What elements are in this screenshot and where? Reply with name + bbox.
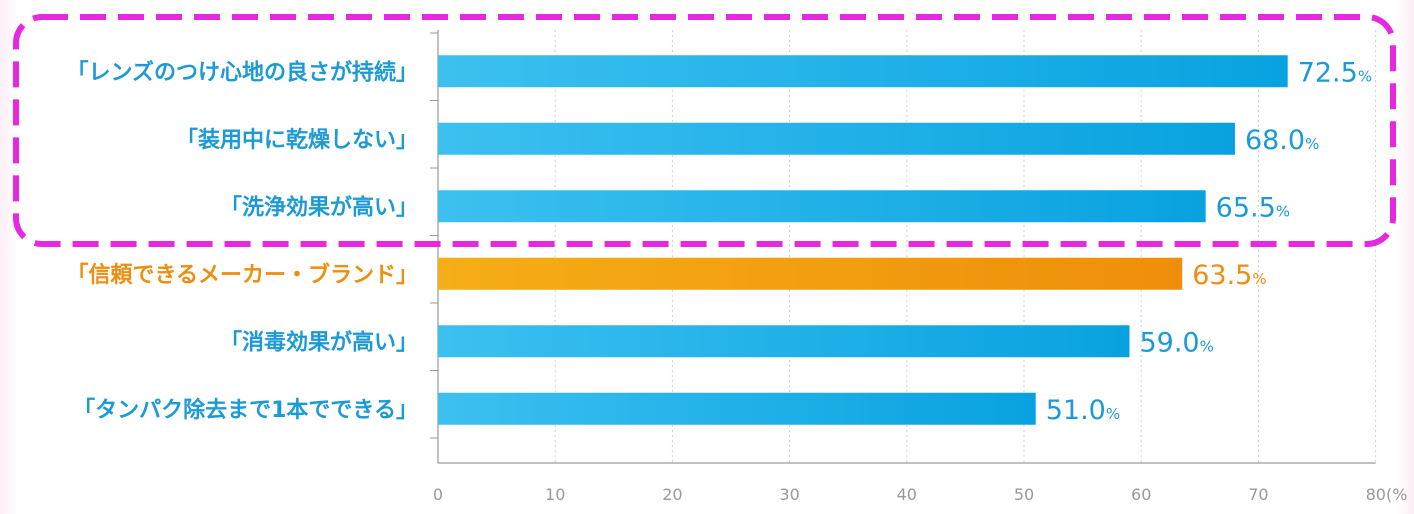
- value-label: 65.5%: [1216, 192, 1290, 223]
- x-tick-label: 40: [897, 485, 917, 504]
- x-tick-labels: 0 10 20 30 40 50 60 70 80(%: [433, 485, 1408, 504]
- bar: [438, 257, 1183, 290]
- value-label: 68.0%: [1245, 125, 1319, 156]
- category-label: 「装用中に乾燥しない」: [176, 127, 418, 153]
- bar: [438, 55, 1288, 88]
- category-labels: 「レンズのつけ心地の良さが持続」「装用中に乾燥しない」「洗浄効果が高い」「信頼で…: [66, 59, 418, 423]
- value-label: 63.5%: [1192, 260, 1266, 291]
- category-label: 「洗浄効果が高い」: [220, 194, 418, 220]
- bar: [438, 325, 1130, 358]
- value-label: 59.0%: [1139, 327, 1213, 358]
- x-tick-label: 30: [779, 485, 799, 504]
- highlight-annotation-box: [13, 14, 1396, 247]
- value-label: 51.0%: [1046, 395, 1120, 426]
- bar: [438, 190, 1206, 223]
- category-label: 「タンパク除去まで1本でできる」: [73, 397, 418, 423]
- value-label: 72.5%: [1298, 57, 1372, 88]
- bar: [438, 392, 1036, 425]
- value-labels: 72.5% 68.0% 65.5% 63.5% 59.0% 51.0%: [1046, 57, 1372, 426]
- bar: [438, 122, 1235, 155]
- x-tick-label: 70: [1248, 485, 1268, 504]
- bars: [438, 55, 1288, 425]
- category-label: 「信頼できるメーカー・ブランド」: [66, 262, 418, 288]
- x-tick-label: 50: [1014, 485, 1034, 504]
- x-tick-label: 80(%: [1366, 485, 1408, 504]
- category-label: 「レンズのつけ心地の良さが持続」: [66, 59, 418, 85]
- x-tick-label: 20: [662, 485, 682, 504]
- x-tick-label: 60: [1131, 485, 1151, 504]
- category-label: 「消毒効果が高い」: [220, 329, 418, 355]
- x-tick-label: 0: [433, 485, 443, 504]
- x-tick-label: 10: [545, 485, 565, 504]
